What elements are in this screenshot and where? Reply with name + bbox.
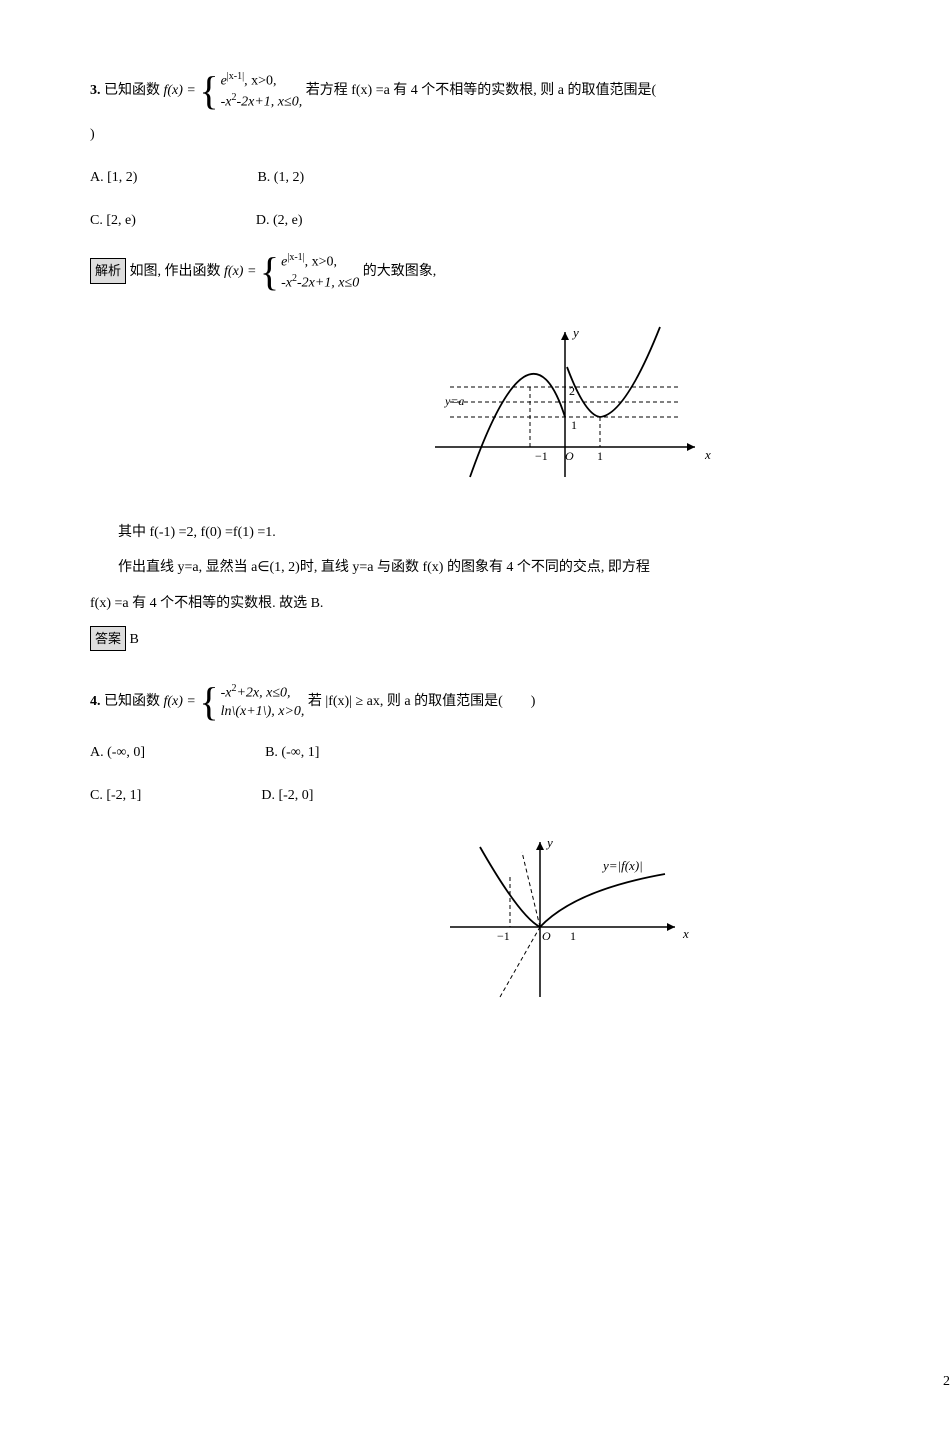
q3-analysis-fx: f(x) = [224, 264, 256, 279]
ya-label: y=a [444, 394, 464, 408]
q4-options-row1: A. (-∞, 0] B. (-∞, 1] [90, 740, 950, 765]
q3-stem: 3. 已知函数 f(x) = { e|x-1|, x>0, -x2-2x+1, … [90, 70, 950, 112]
q3-analysis-piecewise: { e|x-1|, x>0, -x2-2x+1, x≤0 [260, 251, 359, 293]
q3-graph: x y y=a 2 1 −1 O 1 [90, 317, 950, 496]
q4-p2: ln\(x+1\), x>0, [221, 703, 305, 721]
y-label: y [571, 325, 579, 340]
left-brace-icon: { [199, 71, 218, 111]
q3-options-row1: A. [1, 2) B. (1, 2) [90, 165, 950, 190]
page-number: 2 [943, 1369, 950, 1394]
tick-pos1: 1 [597, 449, 603, 463]
q4-option-d: D. [-2, 0] [261, 783, 313, 808]
q3-option-c: C. [2, e) [90, 208, 136, 233]
q3-mid-line: 其中 f(-1) =2, f(0) =f(1) =1. [90, 520, 950, 545]
q3-answer-row: 答案 B [90, 626, 950, 652]
q4-option-c: C. [-2, 1] [90, 783, 141, 808]
q4-option-b: B. (-∞, 1] [265, 740, 319, 765]
q4-piecewise: { -x2+2x, x≤0, ln\(x+1\), x>0, [199, 682, 304, 722]
q3-p1-exp: |x-1| [227, 71, 244, 82]
tick-neg1: −1 [535, 449, 548, 463]
q3-option-b: B. (1, 2) [257, 165, 304, 190]
q3-answer: B [130, 632, 139, 647]
q3-graph-svg: x y y=a 2 1 −1 O 1 [415, 317, 715, 487]
left-brace-icon: { [199, 682, 218, 722]
q3-p2-base: -x [221, 95, 232, 110]
left-brace-icon: { [260, 252, 279, 292]
tick-O: O [542, 929, 551, 943]
q4-p1-rest: +2x, x≤0, [236, 686, 290, 701]
y-arrow-icon [561, 332, 569, 340]
q3-stem-post: 若方程 f(x) =a 有 4 个不相等的实数根, 则 a 的取值范围是( [306, 83, 656, 98]
q4-option-a: A. (-∞, 0] [90, 740, 145, 765]
q3-ap2-base: -x [281, 276, 292, 291]
tick-pos1: 1 [570, 929, 576, 943]
q3-paren-close: ) [90, 122, 950, 147]
tick-1: 1 [571, 418, 577, 432]
x-arrow-icon [687, 443, 695, 451]
x-label: x [704, 447, 711, 462]
exp-curve [567, 327, 660, 417]
q3-option-a: A. [1, 2) [90, 165, 137, 190]
answer-label: 答案 [90, 626, 126, 651]
q3-analysis-post: 的大致图象, [363, 264, 437, 279]
curve-label: y=|f(x)| [601, 858, 643, 873]
q3-concl1: 作出直线 y=a, 显然当 a∈(1, 2)时, 直线 y=a 与函数 f(x)… [90, 555, 950, 580]
q3-ap2-rest: -2x+1, x≤0 [297, 276, 359, 291]
y-arrow-icon [536, 842, 544, 850]
analysis-label: 解析 [90, 258, 126, 283]
q3-number: 3. [90, 83, 101, 98]
q3-fx: f(x) = [164, 83, 196, 98]
q3-piecewise: { e|x-1|, x>0, -x2-2x+1, x≤0, [199, 70, 302, 112]
q3-p1-cond: , x>0, [244, 74, 276, 89]
q3-stem-pre: 已知函数 [104, 83, 164, 98]
x-arrow-icon [667, 923, 675, 931]
y-label: y [545, 835, 553, 850]
dash-tan-up [522, 852, 540, 927]
x-label: x [682, 926, 689, 941]
tick-neg1: −1 [497, 929, 510, 943]
q3-option-d: D. (2, e) [256, 208, 303, 233]
q3-concl2: f(x) =a 有 4 个不相等的实数根. 故选 B. [90, 591, 950, 616]
q4-p1-base: -x [221, 686, 232, 701]
q4-stem-pre: 已知函数 [104, 694, 164, 709]
q4-graph-svg: x y y=|f(x)| −1 O 1 [435, 832, 695, 1002]
q4-stem-post: 若 |f(x)| ≥ ax, 则 a 的取值范围是( ) [308, 694, 536, 709]
q4-stem: 4. 已知函数 f(x) = { -x2+2x, x≤0, ln\(x+1\),… [90, 682, 950, 722]
q3-analysis-pre: 如图, 作出函数 [130, 264, 225, 279]
q4-options-row2: C. [-2, 1] D. [-2, 0] [90, 783, 950, 808]
parabola-curve [470, 374, 565, 477]
q4-fx: f(x) = [164, 694, 196, 709]
q3-options-row2: C. [2, e) D. (2, e) [90, 208, 950, 233]
q4-number: 4. [90, 694, 101, 709]
right-curve [540, 874, 665, 927]
question-3: 3. 已知函数 f(x) = { e|x-1|, x>0, -x2-2x+1, … [90, 70, 950, 652]
question-4: 4. 已知函数 f(x) = { -x2+2x, x≤0, ln\(x+1\),… [90, 682, 950, 1012]
q3-ap1-cond: , x>0, [305, 255, 337, 270]
tick-2: 2 [569, 384, 575, 398]
q4-graph: x y y=|f(x)| −1 O 1 [90, 832, 950, 1011]
tick-O: O [565, 449, 574, 463]
q3-ap1-exp: |x-1| [287, 252, 304, 263]
q3-analysis: 解析 如图, 作出函数 f(x) = { e|x-1|, x>0, -x2-2x… [90, 251, 950, 293]
q3-p2-rest: -2x+1, x≤0, [236, 95, 302, 110]
